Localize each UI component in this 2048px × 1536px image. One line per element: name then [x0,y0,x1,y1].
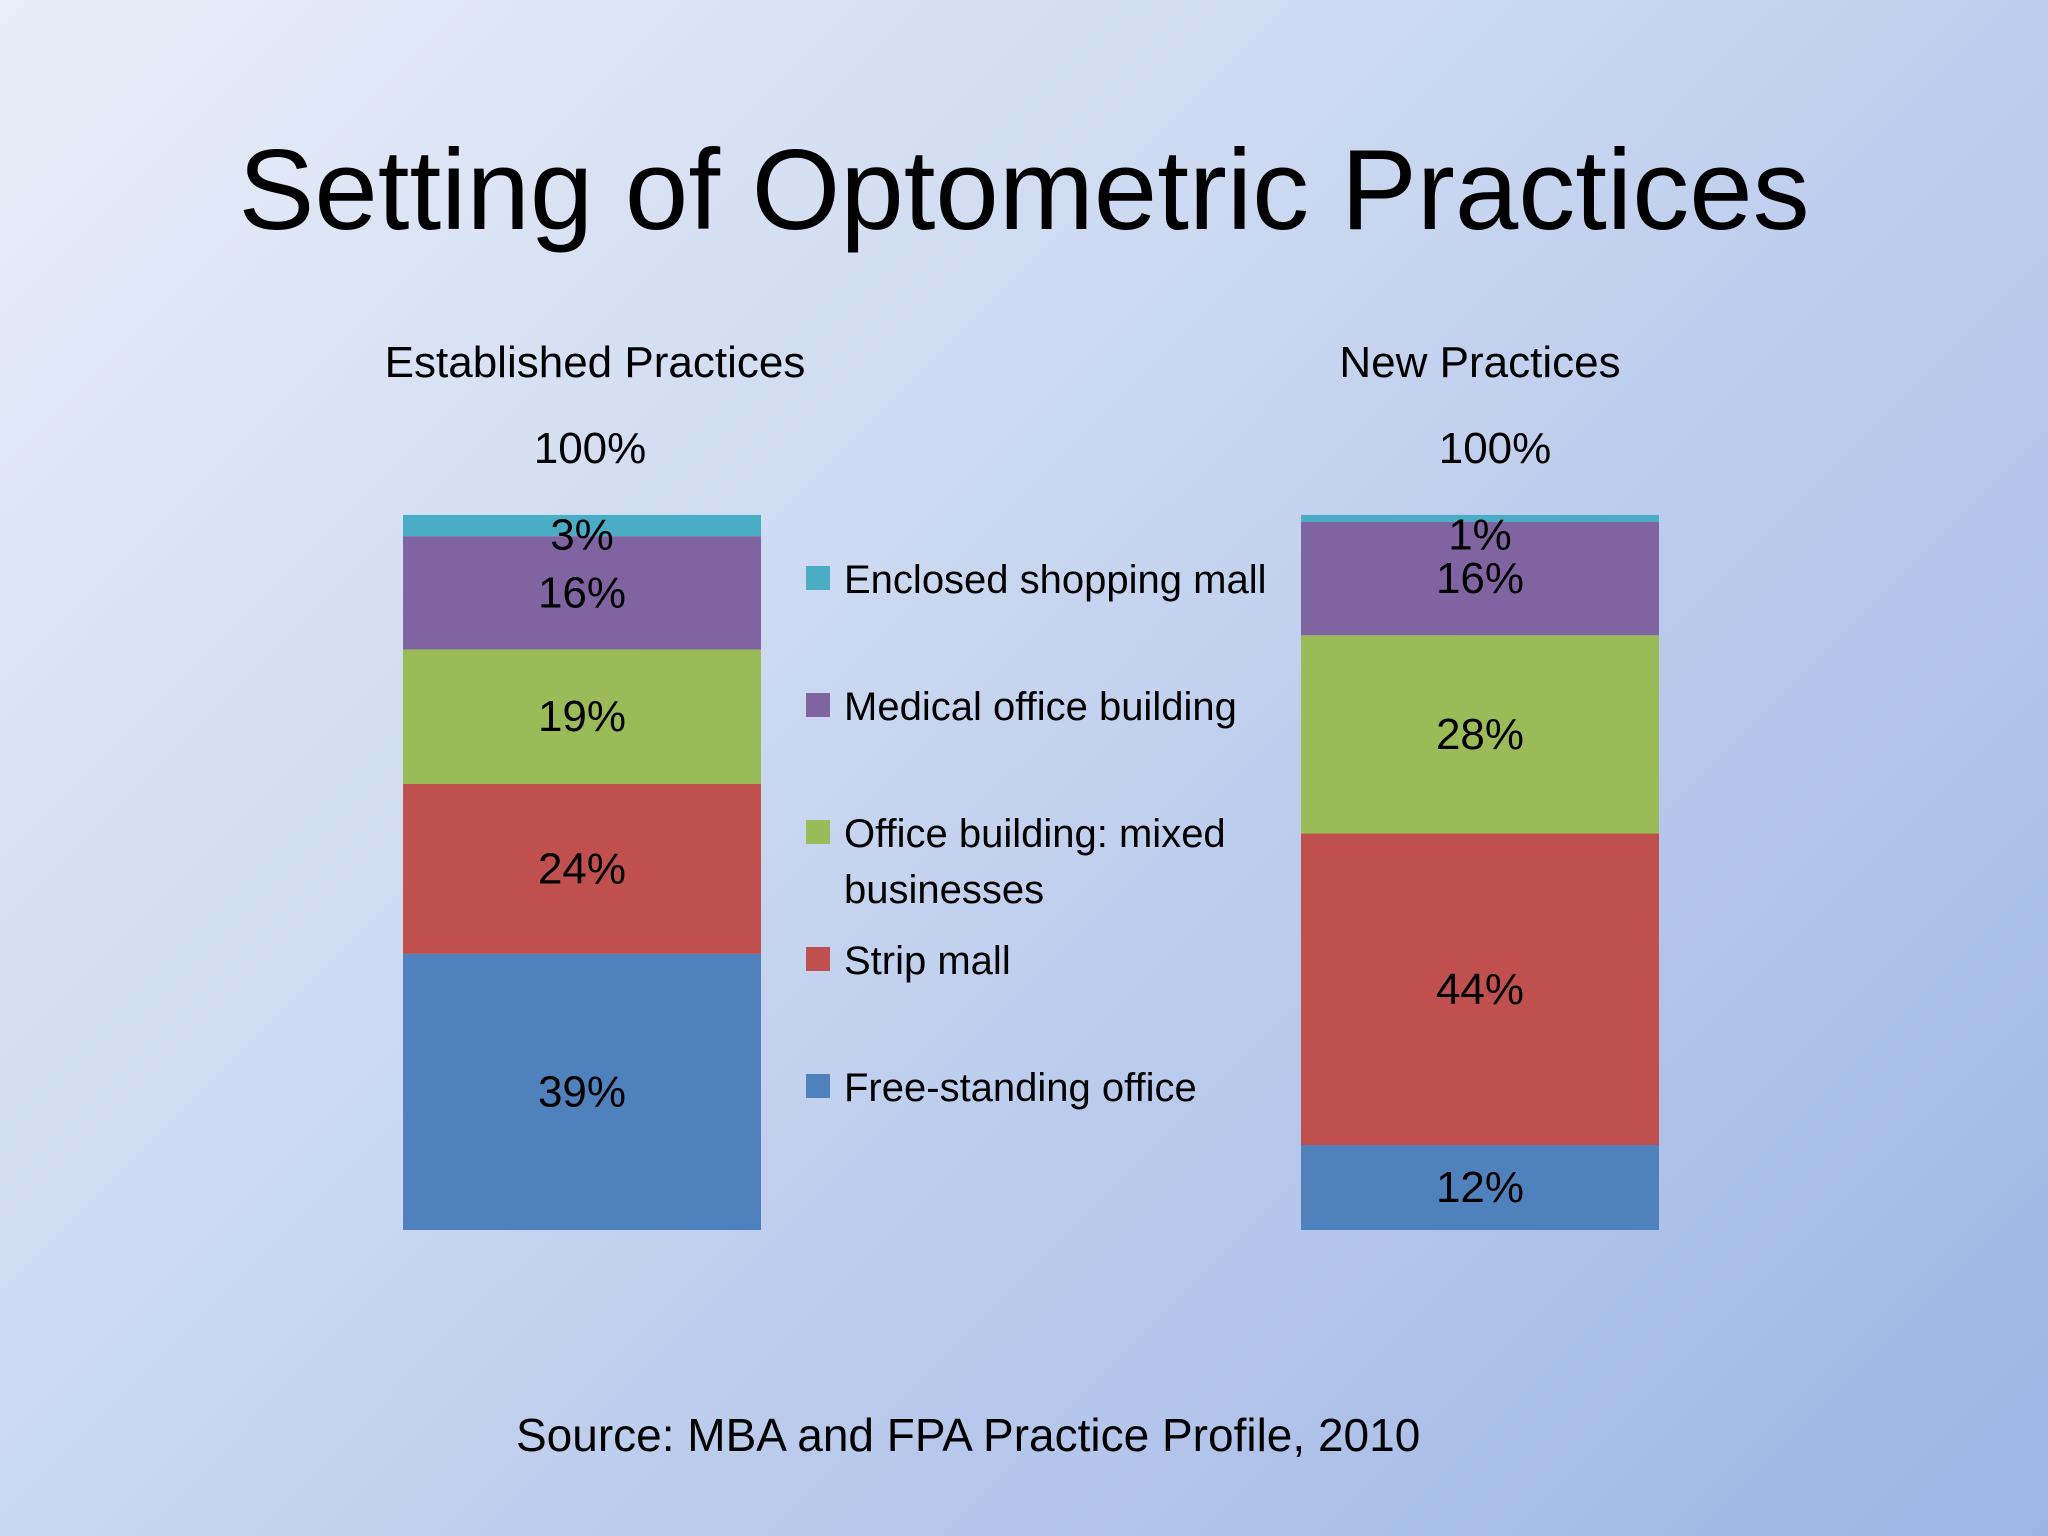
legend-label: Medical office building [844,685,1237,729]
legend-swatch [806,1074,830,1098]
legend-item-enclosed-shopping-mall: Enclosed shopping mall [806,552,1306,608]
bar-segment-established-2 [403,649,761,784]
legend-swatch [806,693,830,717]
legend-swatch [806,566,830,590]
legend-swatch [806,820,830,844]
legend-label: Free-standing office [844,1066,1197,1110]
data-label-new-3: 16% [1436,554,1524,603]
legend-label: Strip mall [844,939,1011,983]
legend-item-free-standing-office: Free-standing office [806,1060,1306,1116]
data-label-established-2: 19% [538,692,626,741]
data-label-new-4: 1% [1448,510,1512,559]
chart-title-new: New Practices [1339,338,1621,387]
legend-label: Office building: mixed businesses [844,812,1226,912]
legend-item-office-building-mixed: Office building: mixed businesses [806,806,1306,918]
bar-segment-new-3 [1301,522,1659,636]
bar-segment-established-1 [403,783,761,954]
bar-segment-established-0 [403,953,761,1230]
data-label-new-2: 28% [1436,710,1524,759]
slide-title: Setting of Optometric Practices [238,127,1810,254]
chart-title-established: Established Practices [384,338,806,387]
data-label-new-0: 12% [1436,1163,1524,1212]
legend-label: Enclosed shopping mall [844,558,1267,602]
bar-segment-established-3 [403,536,761,650]
data-label-established-3: 16% [538,568,626,617]
bar-segment-new-2 [1301,635,1659,834]
bar-segment-new-1 [1301,833,1659,1146]
legend-item-medical-office-building: Medical office building [806,679,1306,735]
data-label-established-1: 24% [538,844,626,893]
data-label-established-0: 39% [538,1067,626,1116]
total-label-established: 100% [533,424,647,473]
data-label-new-1: 44% [1436,965,1524,1014]
bar-segment-new-0 [1301,1145,1659,1230]
data-label-established-4: 3% [550,510,614,559]
source-note: Source: MBA and FPA Practice Profile, 20… [516,1409,1421,1461]
bar-segment-established-4 [403,514,761,537]
bar-segment-new-4 [1301,514,1659,522]
total-label-new: 100% [1438,424,1552,473]
legend-item-strip-mall: Strip mall [806,933,1306,989]
legend-swatch [806,947,830,971]
